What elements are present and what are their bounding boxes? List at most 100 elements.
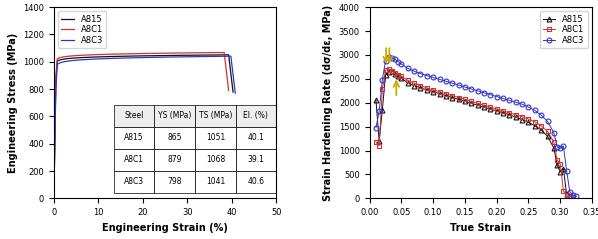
A8C3 (404, 67, 411, 70)
A8C1 (395, 73, 402, 76)
A815 (518, 118, 526, 121)
Line: A815: A815 (54, 55, 233, 198)
A8C3 (373, 126, 380, 129)
Y-axis label: Strain Hardening Rate (dσ/dε, MPa): Strain Hardening Rate (dσ/dε, MPa) (324, 5, 333, 201)
A8C3 (139, 56, 146, 59)
A8C1 (429, 88, 437, 91)
A815 (550, 147, 557, 150)
A8C1 (554, 159, 561, 162)
A8C1 (423, 87, 431, 89)
A8C1 (382, 69, 389, 72)
Line: A8C3: A8C3 (54, 56, 235, 198)
A8C3 (392, 58, 399, 61)
Legend: A815, A8C1, A8C3: A815, A8C1, A8C3 (539, 11, 588, 48)
Line: A8C3: A8C3 (374, 54, 579, 199)
A8C3 (566, 190, 573, 193)
A8C1 (385, 68, 392, 71)
A815 (376, 140, 383, 142)
X-axis label: Engineering Strain (%): Engineering Strain (%) (102, 223, 228, 233)
A815 (531, 124, 538, 127)
A8C3 (385, 55, 392, 58)
A815 (417, 87, 424, 89)
A8C3 (227, 55, 234, 58)
A815 (480, 106, 487, 109)
A8C1 (398, 75, 405, 78)
A8C1 (410, 82, 417, 85)
Y-axis label: Engineering Stress (MPa): Engineering Stress (MPa) (8, 33, 17, 173)
A815 (52, 99, 59, 102)
A8C1 (388, 69, 395, 72)
A8C1 (550, 141, 557, 143)
A8C3 (531, 109, 538, 112)
A8C3 (560, 145, 567, 148)
A8C3 (127, 56, 135, 59)
A815 (436, 92, 443, 95)
A8C3 (474, 89, 481, 92)
A8C1 (50, 197, 57, 200)
A8C1 (436, 90, 443, 93)
A815 (126, 55, 133, 58)
A8C1 (373, 141, 380, 143)
A8C1 (499, 109, 507, 112)
A8C3 (423, 74, 431, 77)
A815 (493, 109, 501, 112)
A8C3 (538, 114, 545, 117)
A8C3 (480, 91, 487, 94)
A815 (544, 135, 551, 138)
A8C3 (525, 106, 532, 109)
Line: A8C1: A8C1 (54, 53, 228, 198)
A815 (563, 193, 570, 196)
A8C1 (52, 98, 59, 100)
A8C1 (560, 190, 567, 193)
A8C1 (392, 71, 399, 74)
A815 (392, 72, 399, 75)
A8C3 (455, 84, 462, 87)
A8C3 (101, 57, 108, 60)
A815 (554, 163, 561, 166)
A815 (499, 111, 507, 114)
A8C3 (468, 87, 475, 90)
A8C3 (410, 70, 417, 73)
A815 (138, 54, 145, 57)
A8C1 (525, 118, 532, 120)
A8C3 (436, 78, 443, 81)
A815 (379, 109, 386, 111)
A8C3 (572, 195, 579, 198)
A815 (423, 88, 431, 91)
A8C3 (512, 101, 519, 104)
A8C1 (563, 193, 570, 196)
A815 (225, 57, 233, 60)
A8C3 (443, 80, 450, 83)
A8C1 (99, 53, 106, 56)
A815 (525, 121, 532, 124)
A8C3 (569, 194, 576, 196)
A8C1 (538, 124, 545, 127)
X-axis label: True Strain: True Strain (450, 223, 511, 233)
A815 (128, 55, 135, 58)
A815 (474, 104, 481, 107)
A8C3 (518, 103, 526, 106)
A8C1 (417, 84, 424, 87)
A8C1 (487, 106, 494, 109)
A8C3 (228, 59, 235, 61)
A8C1 (566, 195, 573, 198)
A8C3 (487, 93, 494, 96)
A8C1 (531, 120, 538, 123)
A8C3 (448, 82, 456, 85)
A8C1 (455, 96, 462, 99)
A8C3 (557, 147, 564, 150)
A8C1 (136, 52, 143, 55)
A8C3 (379, 78, 386, 81)
A8C1 (443, 92, 450, 95)
A815 (382, 74, 389, 76)
A815 (461, 100, 468, 103)
A815 (50, 197, 57, 200)
A8C3 (461, 86, 468, 88)
A8C1 (506, 111, 513, 114)
A8C3 (493, 95, 501, 98)
A815 (388, 70, 395, 73)
A815 (429, 90, 437, 93)
A8C1 (221, 51, 228, 54)
A815 (225, 53, 232, 56)
A8C1 (376, 144, 383, 147)
